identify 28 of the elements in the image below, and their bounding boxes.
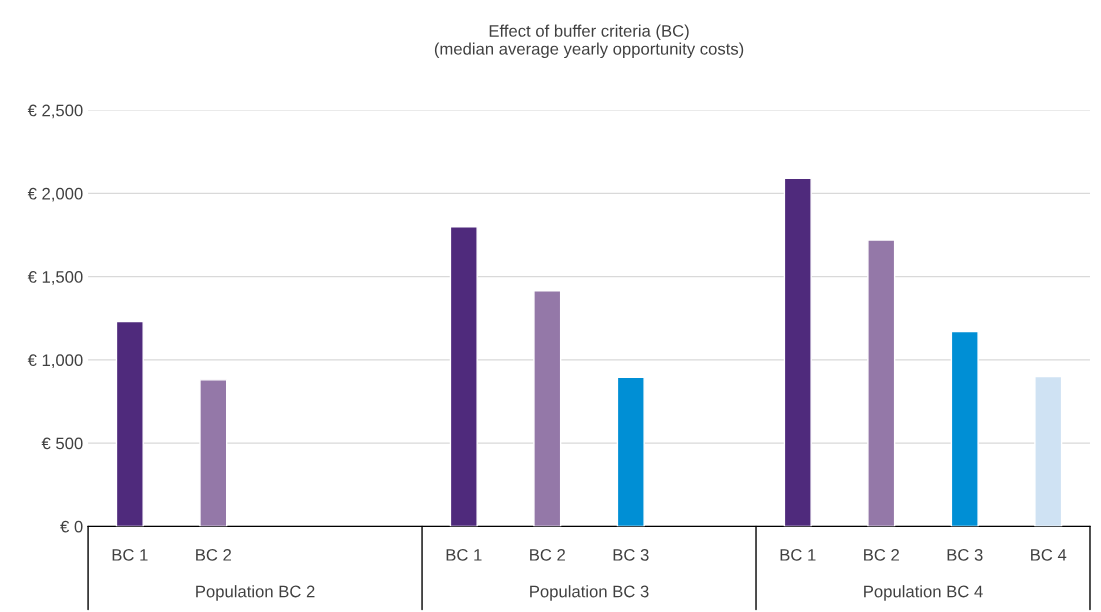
text: Population BC 2 <box>196 585 315 601</box>
bar <box>867 239 896 527</box>
x-tick-label: BC 1 <box>112 548 148 561</box>
bar <box>449 225 478 527</box>
text: Population BC 4 <box>864 585 983 601</box>
y-tick-label: € 0 <box>60 520 83 533</box>
y-tick-label: € 2,000 <box>27 187 83 202</box>
x-tick-label: BC 3 <box>947 548 983 561</box>
bar <box>199 379 228 527</box>
x-tick-label: BC 2 <box>196 548 232 561</box>
x-tick-label: BC 1 <box>446 548 482 561</box>
x-tick-label: BC 4 <box>1031 548 1067 561</box>
y-tick-label: € 1,500 <box>27 271 83 285</box>
bar <box>1034 375 1063 527</box>
y-tick-label: € 2,500 <box>27 104 83 119</box>
bar <box>616 376 645 527</box>
x-tick-label: BC 2 <box>864 548 899 561</box>
bar <box>533 290 562 527</box>
y-tick-label: € 1,000 <box>27 354 83 369</box>
y-tick-label: € 500 <box>41 437 83 450</box>
bar <box>783 177 812 527</box>
x-tick-label: BC 2 <box>530 548 565 561</box>
bar <box>950 330 979 527</box>
chart-title: Effect of buffer criteria (BC) (median average yearly opportunity costs) <box>434 24 744 59</box>
text: Population BC 3 <box>530 585 649 601</box>
x-tick-label: BC 3 <box>613 548 649 561</box>
x-tick-label: BC 1 <box>780 548 816 561</box>
bar <box>115 320 144 527</box>
